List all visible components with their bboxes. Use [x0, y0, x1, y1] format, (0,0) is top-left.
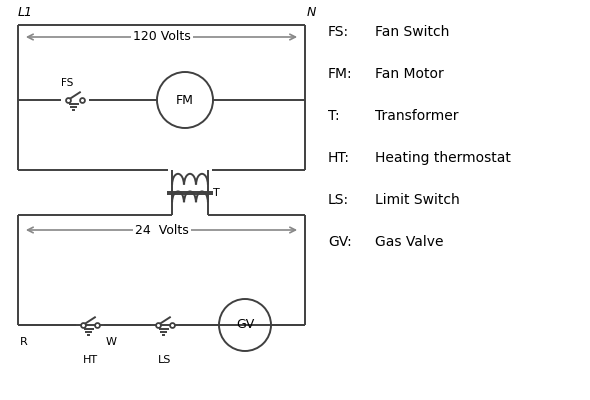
- Text: Fan Motor: Fan Motor: [375, 67, 444, 81]
- Text: Transformer: Transformer: [375, 109, 458, 123]
- Text: FS:: FS:: [328, 25, 349, 39]
- Text: Fan Switch: Fan Switch: [375, 25, 450, 39]
- Text: FM: FM: [176, 94, 194, 106]
- Text: 24  Volts: 24 Volts: [135, 224, 188, 236]
- Text: Heating thermostat: Heating thermostat: [375, 151, 511, 165]
- Text: Limit Switch: Limit Switch: [375, 193, 460, 207]
- Text: LS: LS: [158, 355, 172, 365]
- Text: FM:: FM:: [328, 67, 353, 81]
- Text: HT:: HT:: [328, 151, 350, 165]
- Text: T:: T:: [328, 109, 340, 123]
- Text: L1: L1: [18, 6, 33, 19]
- Text: T: T: [213, 188, 219, 198]
- Text: FS: FS: [61, 78, 73, 88]
- Text: LS:: LS:: [328, 193, 349, 207]
- Text: 120 Volts: 120 Volts: [133, 30, 191, 44]
- Text: N: N: [307, 6, 316, 19]
- Text: Gas Valve: Gas Valve: [375, 235, 444, 249]
- Text: GV:: GV:: [328, 235, 352, 249]
- Text: GV: GV: [236, 318, 254, 332]
- Text: R: R: [20, 337, 28, 347]
- Text: HT: HT: [83, 355, 97, 365]
- Text: W: W: [106, 337, 117, 347]
